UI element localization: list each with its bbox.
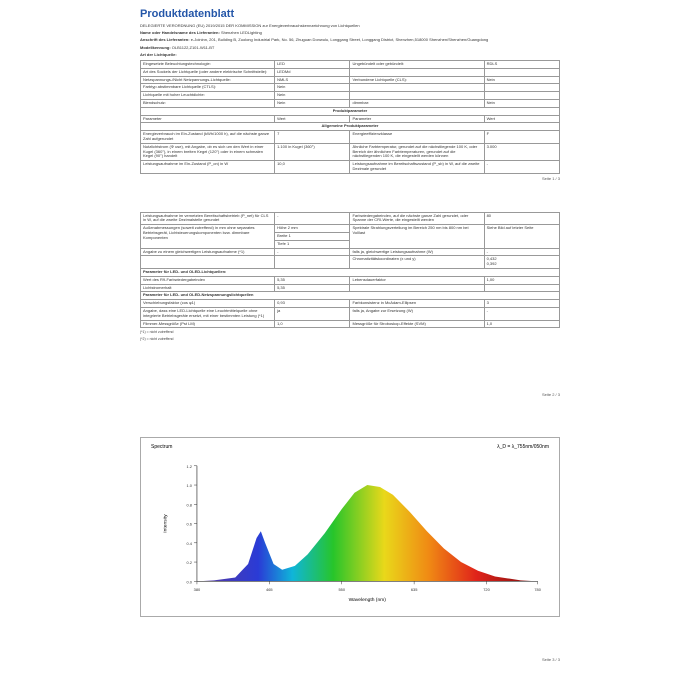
- svg-text:635: 635: [411, 587, 418, 592]
- supplier: Shenzhen LEDLighting: [221, 30, 262, 35]
- svg-text:0.8: 0.8: [187, 502, 193, 507]
- chart-title: Spectrum: [151, 444, 172, 450]
- model: OLB1122,Z101-W11-BT: [172, 45, 215, 50]
- svg-text:550: 550: [338, 587, 345, 592]
- svg-text:1.0: 1.0: [187, 483, 193, 488]
- footnote-2: (*2) = nicht zutreffend: [140, 337, 560, 342]
- model-label: Modellkennung:: [140, 45, 171, 50]
- page-2: Leistungsaufnahme im vernetzten Bereitsc…: [140, 212, 560, 397]
- svg-text:0.2: 0.2: [187, 560, 192, 565]
- svg-text:Intensity: Intensity: [162, 513, 168, 532]
- footnote-1: (*1) = nicht zutreffend: [140, 330, 560, 335]
- svg-text:0.0: 0.0: [187, 579, 193, 584]
- svg-text:Wavelength (nm): Wavelength (nm): [349, 597, 387, 603]
- spectrum-svg: 0.0 0.2 0.4 0.6 0.8 1.0 1.2 380 465 550 635 720 780 W…: [151, 448, 549, 606]
- page-1: Produktdatenblatt DELEGIERTE VERORDNUNG …: [140, 8, 560, 181]
- table-2: Leistungsaufnahme im vernetzten Bereitsc…: [140, 212, 560, 329]
- svg-text:780: 780: [534, 587, 541, 592]
- page-num-2: Seite 2 / 3: [140, 392, 560, 397]
- chart-sub: λ_D = λ_755nm/050nm: [497, 444, 549, 450]
- svg-text:465: 465: [266, 587, 273, 592]
- svg-text:720: 720: [483, 587, 490, 592]
- art-label: Art der Lichtquelle:: [140, 52, 560, 57]
- supplier-label: Name oder Handelsname des Lieferanten:: [140, 30, 220, 35]
- svg-text:0.4: 0.4: [187, 540, 193, 545]
- addr-label: Anschrift des Lieferanten:: [140, 37, 190, 42]
- svg-text:1.2: 1.2: [187, 463, 192, 468]
- title: Produktdatenblatt: [140, 8, 560, 20]
- svg-text:380: 380: [194, 587, 201, 592]
- page-num-1: Seite 1 / 3: [140, 176, 560, 181]
- svg-text:0.6: 0.6: [187, 521, 193, 526]
- page-num-3: Seite 3 / 3: [140, 657, 560, 662]
- table-1: Eingesetzte Beleuchtungstechnologie:LEDU…: [140, 60, 560, 174]
- page-3: Spectrum λ_D = λ_755nm/050nm 0.00.20.40.…: [140, 437, 560, 662]
- spectrum-chart: Spectrum λ_D = λ_755nm/050nm 0.00.20.40.…: [140, 437, 560, 617]
- regulation: DELEGIERTE VERORDNUNG (EU) 2019/2015 DER…: [140, 23, 560, 28]
- addr: e-Joininn, 201, Building B, Zuolong Indu…: [191, 37, 489, 42]
